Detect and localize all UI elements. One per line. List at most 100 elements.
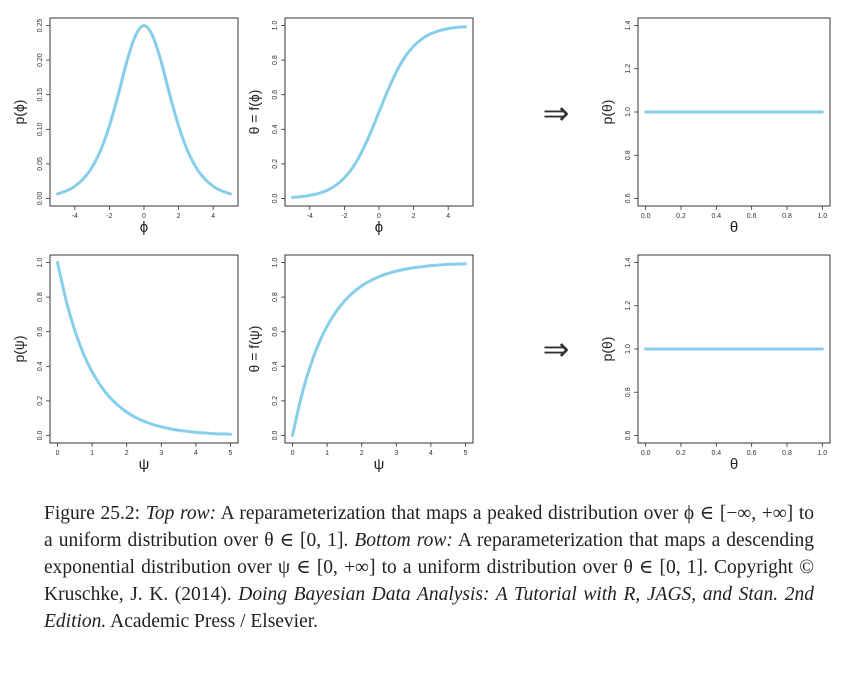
y-tick-label: 0.0 [37, 431, 44, 441]
y-tick-label: 0.05 [37, 157, 44, 171]
x-axis-label: ϕ [140, 219, 148, 236]
y-tick-label: 1.4 [625, 21, 632, 31]
x-tick-label: 0.0 [641, 213, 651, 220]
y-axis-label: θ = f(ϕ) [246, 90, 262, 135]
panel-p-theta-top: 0.0 0.2 0.4 0.6 0.8 1.0 0.6 0.8 1.0 1.2 1.4 θ p(θ) [599, 17, 831, 236]
x-tick-label: 2 [412, 213, 416, 220]
y-tick-label: 1.0 [272, 258, 279, 268]
x-axis-label: θ [730, 456, 738, 473]
y-tick-label: 0.2 [37, 396, 44, 406]
y-tick-label: 0.8 [37, 292, 44, 302]
y-tick-label: 0.6 [625, 194, 632, 204]
x-tick-label: 0 [56, 450, 60, 457]
y-tick-label: 0.6 [625, 431, 632, 441]
x-tick-label: 0.6 [747, 450, 757, 457]
y-tick-label: 1.0 [625, 344, 632, 354]
y-axis-label: p(ϕ) [11, 100, 27, 125]
x-axis-label: θ [730, 219, 738, 236]
x-tick-label: 0.4 [711, 450, 721, 457]
y-tick-label: 0.25 [37, 19, 44, 33]
y-axis-label: p(θ) [599, 100, 615, 125]
caption-book: Doing Bayesian Data Analysis: A Tutorial… [44, 584, 814, 632]
x-tick-label: 0.0 [641, 450, 651, 457]
y-axis-label: θ = f(ψ) [246, 326, 262, 373]
x-tick-label: -2 [106, 213, 112, 220]
y-tick-label: 0.8 [272, 55, 279, 65]
x-tick-label: 1 [90, 450, 94, 457]
x-tick-label: 3 [159, 450, 163, 457]
series-line [56, 24, 232, 196]
x-tick-label: 0.8 [782, 213, 792, 220]
x-tick-label: 0 [142, 213, 146, 220]
y-tick-label: 0.8 [625, 387, 632, 397]
x-tick-label: 0.4 [711, 213, 721, 220]
y-tick-label: 0.0 [272, 194, 279, 204]
series-line [56, 261, 232, 436]
x-tick-label: 2 [125, 450, 129, 457]
plot-frame [49, 254, 239, 444]
x-tick-label: 4 [429, 450, 433, 457]
series-line [291, 262, 467, 437]
x-tick-label: 2 [177, 213, 181, 220]
y-tick-label: 0.6 [37, 327, 44, 337]
x-tick-label: 3 [394, 450, 398, 457]
x-axis-label: ϕ [375, 219, 383, 236]
caption-bottom-row: Bottom row: [354, 530, 453, 551]
caption-label: Figure 25.2: [44, 503, 141, 524]
y-tick-label: 0.4 [272, 124, 279, 134]
caption-top-row: Top row: [145, 503, 217, 524]
y-tick-label: 0.20 [37, 53, 44, 67]
arrow-top: ⇒ [543, 95, 570, 131]
x-axis-label: ψ [139, 456, 150, 473]
x-tick-label: 0.8 [782, 450, 792, 457]
panel-p-theta-bottom: 0.0 0.2 0.4 0.6 0.8 1.0 0.6 0.8 1.0 1.2 1.4 θ p(θ) [599, 254, 831, 473]
arrow-bottom: ⇒ [543, 331, 570, 367]
plot-frame [284, 254, 474, 444]
y-tick-label: 0.8 [272, 292, 279, 302]
plot-frame [49, 17, 239, 207]
y-tick-label: 0.8 [625, 150, 632, 160]
y-tick-label: 0.2 [272, 396, 279, 406]
x-tick-label: 1 [325, 450, 329, 457]
panel-f-psi: 0 1 2 3 4 5 0.0 0.2 0.4 0.6 0.8 1.0 ψ θ = f(ψ) [246, 254, 474, 473]
x-tick-label: -4 [72, 213, 78, 220]
figure-caption: Figure 25.2: Top row: A reparameterizati… [44, 500, 814, 635]
y-tick-label: 0.10 [37, 122, 44, 136]
series-line [291, 25, 467, 199]
y-tick-label: 1.0 [625, 107, 632, 117]
x-tick-label: 5 [464, 450, 468, 457]
y-tick-label: 0.0 [272, 431, 279, 441]
x-tick-label: 1.0 [817, 450, 827, 457]
x-tick-label: -2 [341, 213, 347, 220]
y-tick-label: 1.2 [625, 301, 632, 311]
x-tick-label: 0.2 [676, 450, 686, 457]
y-tick-label: 0.6 [272, 327, 279, 337]
y-tick-label: 1.4 [625, 258, 632, 268]
caption-copyright: Copyright © Kruschke, J. K. (2014). [44, 557, 815, 605]
caption-publisher: Academic Press / Elsevier. [110, 611, 319, 632]
y-tick-label: 0.15 [37, 88, 44, 102]
x-tick-label: 1.0 [817, 213, 827, 220]
x-tick-label: 0 [377, 213, 381, 220]
caption-text-2: A reparameterization that maps a descend… [44, 530, 814, 578]
x-tick-label: 0.2 [676, 213, 686, 220]
y-tick-label: 0.4 [272, 361, 279, 371]
caption-text-1: A reparameterization that maps a peaked … [44, 503, 814, 551]
y-axis-label: p(ψ) [11, 335, 27, 362]
x-tick-label: -4 [307, 213, 313, 220]
y-tick-label: 1.0 [37, 258, 44, 268]
y-tick-label: 0.4 [37, 361, 44, 371]
y-axis-label: p(θ) [599, 337, 615, 362]
x-tick-label: 0 [291, 450, 295, 457]
y-tick-label: 0.2 [272, 159, 279, 169]
x-tick-label: 2 [360, 450, 364, 457]
x-axis-label: ψ [374, 456, 385, 473]
y-tick-label: 1.0 [272, 21, 279, 31]
panel-p-psi: 0 1 2 3 4 5 0.0 0.2 0.4 0.6 0.8 1.0 ψ p(ψ) [11, 254, 239, 473]
x-tick-label: 4 [446, 213, 450, 220]
panel-p-phi: -4 -2 0 2 4 0.00 0.05 0.10 0.15 0.20 0.25 ϕ p(ϕ) [11, 17, 239, 236]
y-tick-label: 1.2 [625, 64, 632, 74]
x-tick-label: 0.6 [747, 213, 757, 220]
x-tick-label: 5 [229, 450, 233, 457]
